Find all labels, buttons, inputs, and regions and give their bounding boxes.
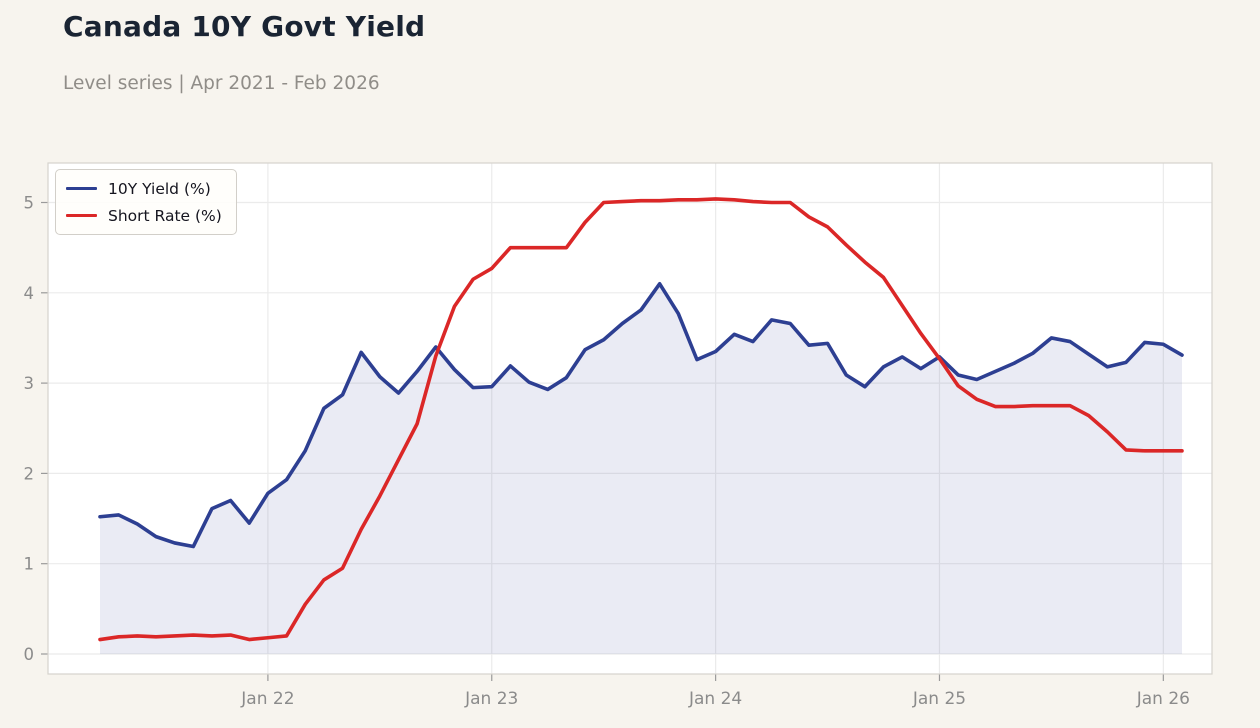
x-tick-label: Jan 24 bbox=[688, 689, 742, 709]
legend-label-10y-yield: 10Y Yield (%) bbox=[108, 179, 211, 198]
page-title: Canada 10Y Govt Yield bbox=[63, 10, 426, 43]
x-tick-label: Jan 23 bbox=[464, 689, 518, 709]
blue-line-swatch bbox=[66, 186, 97, 191]
plot-area bbox=[48, 163, 1212, 674]
line-10y-yield bbox=[98, 281, 1184, 549]
legend-item-10y-yield: 10Y Yield (%) bbox=[66, 177, 222, 200]
axis-ticks: 0 1 2 3 4 5 Jan 22 Jan 23 Jan 24 Jan 25 Jan 26 bbox=[24, 194, 1190, 710]
y-tick-label: 4 bbox=[24, 284, 35, 303]
x-tick-label: Jan 22 bbox=[240, 689, 294, 709]
y-tick-label: 2 bbox=[24, 464, 35, 483]
gridlines bbox=[48, 163, 1212, 674]
y-tick-label: 5 bbox=[24, 194, 35, 213]
y-tick-label: 3 bbox=[24, 374, 35, 393]
y-tick-label: 1 bbox=[24, 555, 35, 574]
red-line-swatch bbox=[66, 213, 97, 218]
legend-item-short-rate: Short Rate (%) bbox=[66, 204, 222, 227]
page-subtitle: Level series | Apr 2021 - Feb 2026 bbox=[63, 73, 380, 94]
x-tick-label: Jan 25 bbox=[912, 689, 966, 709]
legend-label-short-rate: Short Rate (%) bbox=[108, 206, 222, 225]
line-short-rate bbox=[98, 197, 1184, 642]
plot-frame bbox=[47, 162, 1213, 675]
legend: 10Y Yield (%) Short Rate (%) bbox=[55, 169, 237, 235]
y-tick-label: 0 bbox=[24, 645, 35, 664]
area-fill-10y-yield bbox=[100, 283, 1182, 654]
x-tick-label: Jan 26 bbox=[1136, 689, 1190, 709]
